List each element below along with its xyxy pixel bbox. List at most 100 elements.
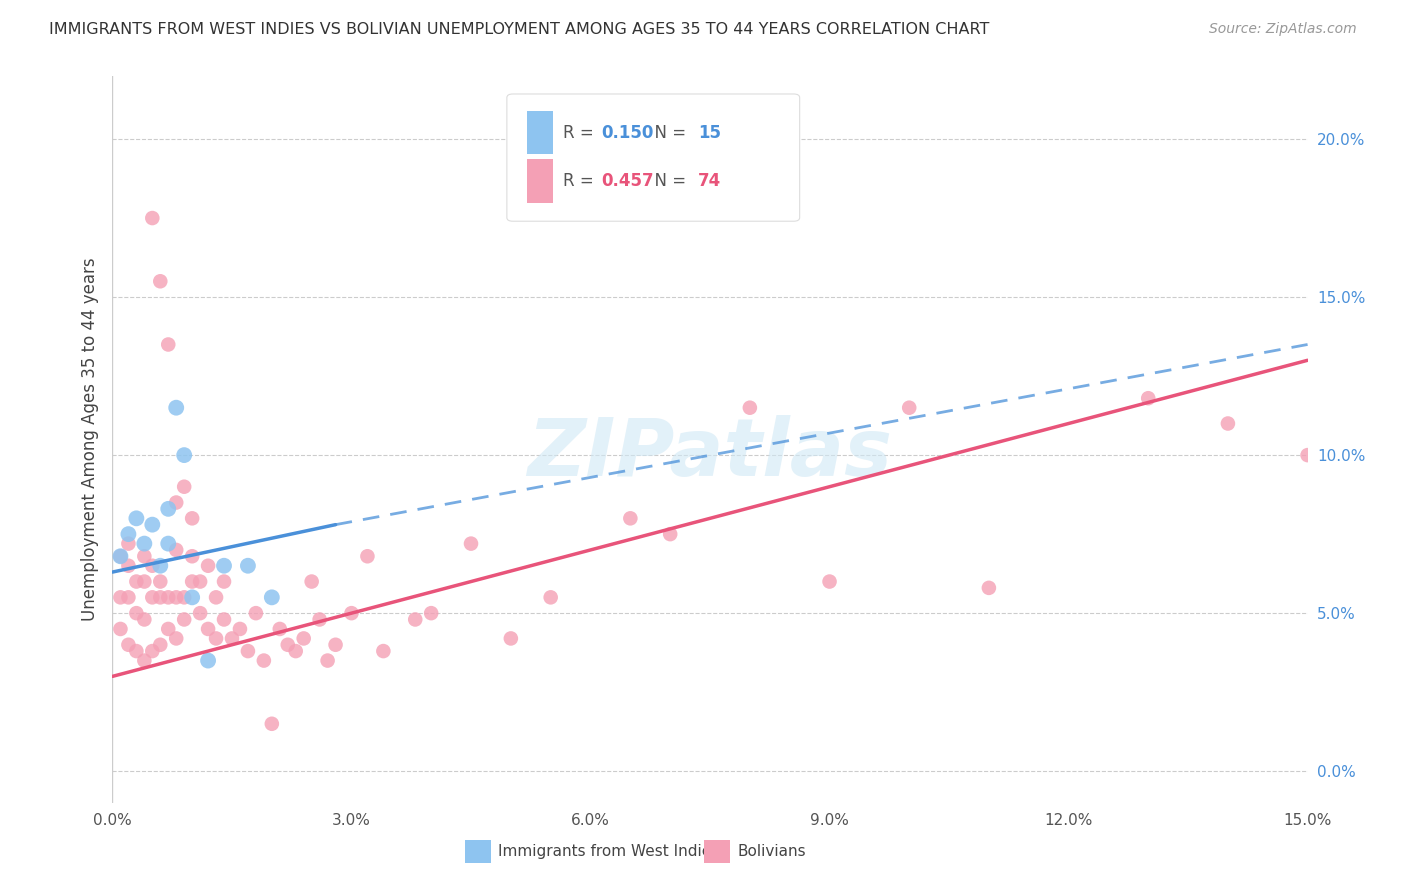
Text: R =: R = [562,123,599,142]
Point [292,632,315,646]
Point [229,622,252,636]
Point [173,480,195,494]
Text: IMMIGRANTS FROM WEST INDIES VS BOLIVIAN UNEMPLOYMENT AMONG AGES 35 TO 44 YEARS C: IMMIGRANTS FROM WEST INDIES VS BOLIVIAN … [49,22,990,37]
Point [181,549,204,564]
Point [659,527,682,541]
Point [165,495,187,509]
Point [165,632,187,646]
Point [117,527,139,541]
Point [1296,448,1319,462]
FancyBboxPatch shape [508,94,800,221]
Point [141,558,163,573]
Point [356,549,378,564]
Point [212,558,235,573]
Text: 0.150: 0.150 [602,123,654,142]
Point [205,632,228,646]
Point [110,622,132,636]
Point [173,448,195,462]
Point [157,536,180,550]
Point [157,622,180,636]
Point [236,644,259,658]
Point [619,511,641,525]
Point [308,612,330,626]
Point [134,574,156,589]
Point [325,638,347,652]
Point [165,543,187,558]
Point [110,591,132,605]
Point [245,606,267,620]
Text: 15: 15 [699,123,721,142]
Point [373,644,395,658]
Text: Immigrants from West Indies: Immigrants from West Indies [499,844,720,859]
Point [110,549,132,564]
Point [157,591,180,605]
Y-axis label: Unemployment Among Ages 35 to 44 years: Unemployment Among Ages 35 to 44 years [80,258,98,621]
Point [134,536,156,550]
Point [738,401,761,415]
Point [260,591,283,605]
Bar [704,840,730,863]
Point [1137,391,1160,405]
Point [260,716,283,731]
Point [340,606,363,620]
Point [188,574,211,589]
Point [181,511,204,525]
Point [277,638,299,652]
Point [117,591,139,605]
Text: Source: ZipAtlas.com: Source: ZipAtlas.com [1209,22,1357,37]
Point [818,574,841,589]
Point [205,591,228,605]
Bar [527,111,554,154]
Point [141,517,163,532]
Point [165,401,187,415]
Text: N =: N = [644,123,692,142]
Point [404,612,426,626]
Point [134,654,156,668]
Text: 0.457: 0.457 [602,172,654,190]
Point [1216,417,1239,431]
Point [125,511,148,525]
Point [149,274,172,288]
Point [165,591,187,605]
Point [221,632,243,646]
Point [284,644,307,658]
Point [898,401,921,415]
Point [173,612,195,626]
Point [977,581,1000,595]
Point [117,638,139,652]
Point [141,591,163,605]
Point [540,591,562,605]
Point [253,654,276,668]
Point [181,574,204,589]
Point [197,558,219,573]
Point [181,591,204,605]
Point [499,632,522,646]
Text: ZIPatlas: ZIPatlas [527,415,893,493]
Point [149,574,172,589]
Point [212,612,235,626]
Point [117,558,139,573]
Point [269,622,291,636]
Text: R =: R = [562,172,599,190]
Point [236,558,259,573]
Point [301,574,323,589]
Point [141,211,163,225]
Point [173,591,195,605]
Point [212,574,235,589]
Point [149,558,172,573]
Point [188,606,211,620]
Point [134,612,156,626]
Point [316,654,339,668]
Point [157,337,180,351]
Point [420,606,443,620]
Point [197,654,219,668]
Point [125,644,148,658]
Point [125,606,148,620]
Point [149,591,172,605]
Bar [465,840,491,863]
Point [157,501,180,516]
Point [141,644,163,658]
Text: 74: 74 [699,172,721,190]
Point [110,549,132,564]
Point [134,549,156,564]
